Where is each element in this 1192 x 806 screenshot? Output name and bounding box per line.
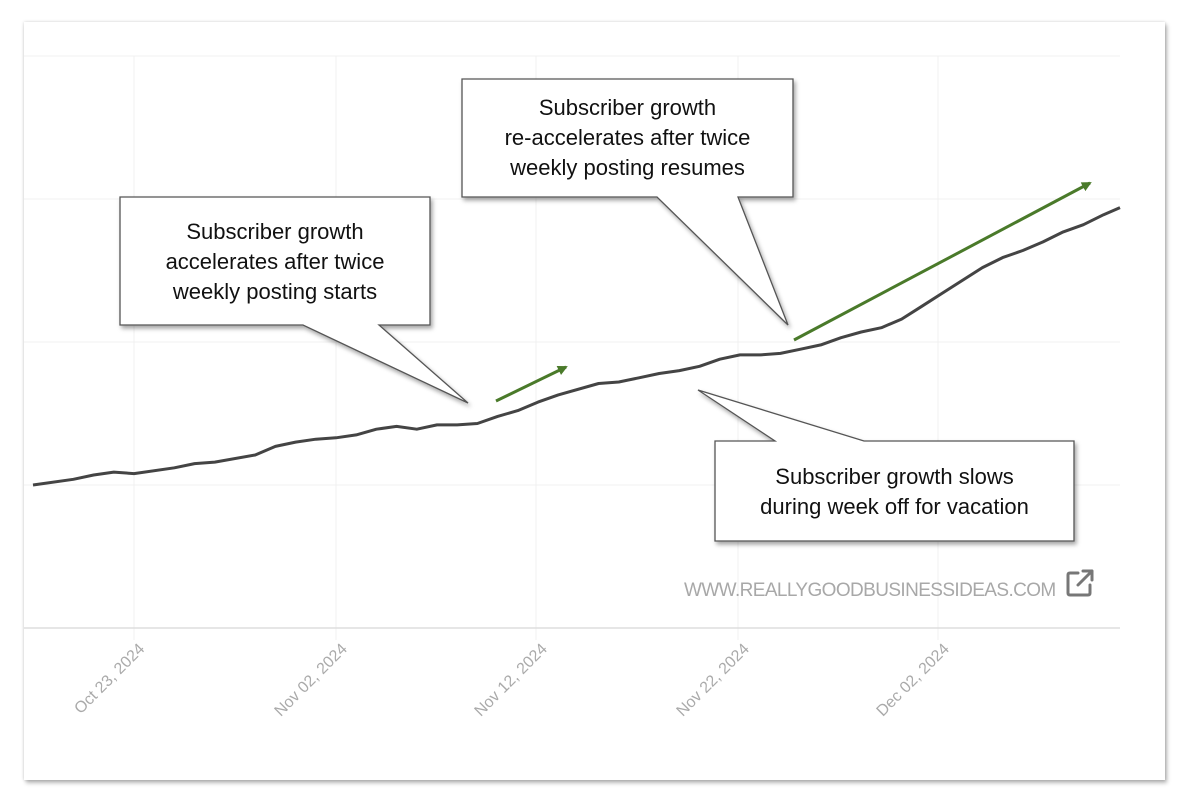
trend-arrow-2 (793, 181, 1092, 342)
trend-arrow-1 (495, 365, 568, 403)
callout-2-text: Subscriber growth re-accelerates after t… (504, 95, 751, 180)
subscriber-line (32, 206, 1121, 487)
external-link-icon[interactable] (1064, 567, 1096, 599)
callout-3-text: Subscriber growth slows during week off … (760, 464, 1029, 519)
watermark-link[interactable]: WWW.REALLYGOODBUSINESSIDEAS.COM (684, 580, 1056, 601)
callout-1-shape (119, 196, 469, 404)
callout-3-shape (697, 389, 1075, 542)
callout-2-shape (461, 78, 794, 326)
callout-1-text: Subscriber growth accelerates after twic… (165, 219, 385, 304)
